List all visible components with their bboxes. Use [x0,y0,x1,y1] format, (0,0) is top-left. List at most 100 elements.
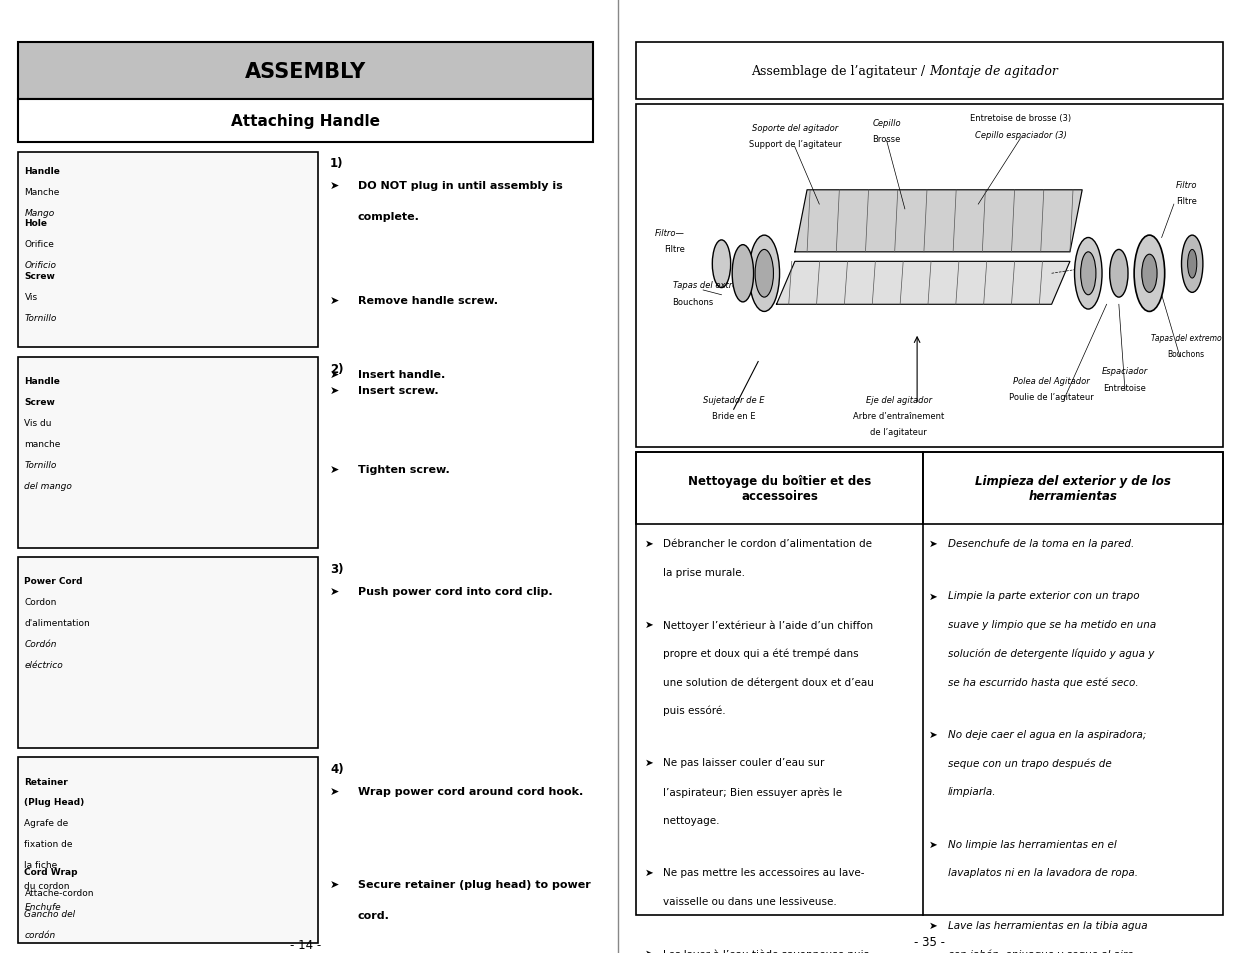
Text: Eje del agitador: Eje del agitador [866,395,932,404]
Text: seque con un trapo después de: seque con un trapo después de [947,758,1112,768]
Text: Retainer: Retainer [25,777,68,785]
Text: la fiche: la fiche [25,861,58,869]
Text: la prise murale.: la prise murale. [663,567,746,577]
Text: Arbre d’entraînement: Arbre d’entraînement [853,412,945,420]
Text: (Plug Head): (Plug Head) [25,798,85,806]
Text: Remove handle screw.: Remove handle screw. [358,295,498,305]
Ellipse shape [1142,254,1157,294]
Text: ➤: ➤ [645,948,653,953]
Text: Filtre: Filtre [664,245,684,253]
Text: Espaciador: Espaciador [1102,367,1149,375]
Text: Screw: Screw [25,397,56,406]
Text: Hole: Hole [25,219,47,228]
Text: Enchufe: Enchufe [25,902,61,911]
Polygon shape [795,191,1082,253]
Text: Attache-cordon: Attache-cordon [25,888,94,897]
Text: ➤: ➤ [330,181,340,191]
Text: No limpie las herramientas en el: No limpie las herramientas en el [947,839,1116,848]
Text: ➤: ➤ [330,465,340,475]
Text: d'alimentation: d'alimentation [25,618,90,627]
Text: 4): 4) [330,762,343,776]
Text: Polea del Agitador: Polea del Agitador [1013,376,1091,385]
Text: manche: manche [25,439,61,448]
Text: solución de detergente líquido y agua y: solución de detergente líquido y agua y [947,648,1153,659]
Text: nettoyage.: nettoyage. [663,815,720,824]
Text: ➤: ➤ [929,839,939,848]
Text: propre et doux qui a été trempé dans: propre et doux qui a été trempé dans [663,648,860,659]
Text: Ne pas mettre les accessoires au lave-: Ne pas mettre les accessoires au lave- [663,867,864,877]
Text: Power Cord: Power Cord [25,577,83,585]
Text: se ha escurrido hasta que esté seco.: se ha escurrido hasta que esté seco. [947,677,1139,687]
Text: Filtro: Filtro [1176,181,1197,190]
Ellipse shape [1182,235,1203,294]
Text: puis essóré.: puis essóré. [663,705,726,716]
Text: Tornillo: Tornillo [25,314,57,322]
Ellipse shape [1188,251,1197,278]
Ellipse shape [1081,253,1095,295]
Text: Lave las herramientas en la tibia agua: Lave las herramientas en la tibia agua [947,920,1147,929]
Text: Cepillo: Cepillo [872,119,900,128]
Text: Mango: Mango [25,209,54,217]
Bar [19,100,593,143]
Bar [19,43,593,100]
Text: Les laver à l’eau tiède savonneuse puis: Les laver à l’eau tiède savonneuse puis [663,948,869,953]
Text: Sujetador de E: Sujetador de E [703,395,764,404]
Text: Support de l’agitateur: Support de l’agitateur [748,140,841,149]
Bar [636,43,1223,100]
Text: Wrap power cord around cord hook.: Wrap power cord around cord hook. [358,786,583,796]
Text: Nettoyer l’extérieur à l’aide d’un chiffon: Nettoyer l’extérieur à l’aide d’un chiff… [663,619,873,630]
Text: Bouchons: Bouchons [1167,350,1204,358]
Text: Cepillo espaciador (3): Cepillo espaciador (3) [976,131,1067,139]
Text: Vis: Vis [25,293,37,301]
Text: Manche: Manche [25,188,59,196]
Bar [636,453,924,524]
Text: Orificio: Orificio [25,261,57,270]
Text: ➤: ➤ [929,729,939,739]
Text: Tornillo: Tornillo [25,460,57,469]
Text: Tapas del extremo: Tapas del extremo [673,281,750,290]
Text: con jabón, enjuague y seque al aire.: con jabón, enjuague y seque al aire. [947,948,1136,953]
Bar [19,558,317,748]
Text: ➤: ➤ [645,538,653,548]
Text: Push power cord into cord clip.: Push power cord into cord clip. [358,586,552,596]
Text: Screw: Screw [25,272,56,280]
Text: ➤: ➤ [929,538,939,548]
Text: Limpieza del exterior y de los
herramientas: Limpieza del exterior y de los herramien… [976,475,1171,502]
Ellipse shape [748,236,779,313]
Text: une solution de détergent doux et d’eau: une solution de détergent doux et d’eau [663,677,874,687]
Text: Soporte del agitador: Soporte del agitador [752,124,839,132]
Polygon shape [777,262,1070,305]
Text: ➤: ➤ [330,586,340,596]
Text: Insert screw.: Insert screw. [358,386,438,395]
Text: Vis du: Vis du [25,418,52,427]
Text: Cordon: Cordon [25,598,57,606]
Text: ➤: ➤ [645,619,653,629]
Text: Cord Wrap: Cord Wrap [25,867,78,876]
Text: Ne pas laisser couler d’eau sur: Ne pas laisser couler d’eau sur [663,758,825,767]
Text: Desenchufe de la toma en la pared.: Desenchufe de la toma en la pared. [947,538,1134,548]
Text: ➤: ➤ [330,786,340,796]
Text: Agrafe de: Agrafe de [25,819,69,827]
Text: lavaplatos ni en la lavadora de ropa.: lavaplatos ni en la lavadora de ropa. [947,867,1137,877]
Text: cord.: cord. [358,909,389,920]
Text: Montaje de agitador: Montaje de agitador [929,65,1058,78]
Text: ➤: ➤ [645,867,653,877]
Ellipse shape [713,240,731,288]
Text: Poulie de l’agitateur: Poulie de l’agitateur [1009,393,1094,401]
Text: Handle: Handle [25,376,61,385]
Text: ➤: ➤ [330,370,340,379]
Text: del mango: del mango [25,481,73,490]
Text: Limpie la parte exterior con un trapo: Limpie la parte exterior con un trapo [947,591,1140,600]
Text: fixation de: fixation de [25,840,73,848]
Text: cordón: cordón [25,930,56,939]
Bar [19,357,317,548]
Text: Insert handle.: Insert handle. [358,370,445,379]
Text: Entretoise: Entretoise [1104,383,1146,392]
Bar [924,453,1223,524]
Text: - 35 -: - 35 - [914,935,945,948]
Bar [19,152,317,348]
Ellipse shape [1134,236,1165,313]
Ellipse shape [1110,251,1128,298]
Text: ➤: ➤ [330,295,340,305]
Text: DO NOT plug in until assembly is: DO NOT plug in until assembly is [358,181,562,191]
